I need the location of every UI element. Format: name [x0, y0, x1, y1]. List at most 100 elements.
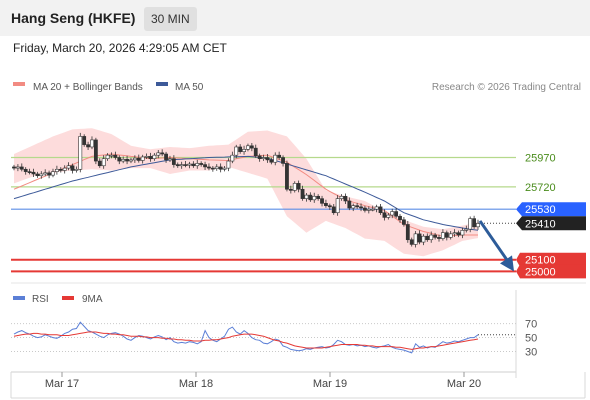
- candle-body: [226, 160, 231, 169]
- candle-body: [409, 239, 414, 245]
- candle-body: [93, 139, 98, 162]
- candle-body: [171, 158, 176, 165]
- candle-body: [113, 154, 118, 158]
- candle-body: [448, 233, 453, 238]
- candle-body: [51, 171, 55, 176]
- forecast-arrow-shaft: [478, 220, 510, 263]
- candle-body: [218, 166, 223, 170]
- candle-body: [27, 171, 32, 173]
- candle-body: [285, 163, 289, 190]
- candle-body: [230, 154, 235, 162]
- support-label: 25000: [525, 266, 556, 278]
- candle-body: [339, 195, 344, 199]
- candle-body: [214, 166, 219, 169]
- candle-body: [238, 146, 243, 152]
- candle-body: [296, 183, 301, 190]
- candle-body: [257, 155, 262, 160]
- candle-body: [444, 232, 449, 238]
- candle-body: [378, 206, 383, 214]
- candle-body: [359, 206, 363, 209]
- ma50-line: [13, 155, 479, 231]
- support-label: 25100: [525, 255, 556, 267]
- candle-body: [39, 173, 44, 177]
- timestamp: Friday, March 20, 2026 4:29:05 AM CET: [13, 41, 227, 55]
- candle-body: [246, 145, 250, 150]
- candle-body: [62, 167, 67, 171]
- header-bar: [0, 0, 590, 36]
- candle-body: [370, 208, 375, 211]
- candle-body: [90, 139, 94, 148]
- candle-body: [300, 188, 305, 199]
- ma20-legend-swatch: [13, 82, 25, 86]
- ma50-legend-label: MA 50: [175, 82, 204, 93]
- candle-body: [195, 163, 200, 167]
- candle-body: [472, 218, 477, 228]
- candle-body: [269, 159, 274, 163]
- credit-text: Research © 2026 Trading Central: [432, 82, 581, 93]
- candle-body: [66, 165, 71, 169]
- candle-body: [222, 167, 227, 170]
- candle-body: [363, 207, 367, 211]
- candle-body: [265, 157, 270, 161]
- candle-body: [117, 157, 122, 162]
- price-legend: MA 20 + Bollinger Bands MA 50 Research ©…: [13, 82, 581, 93]
- candle-body: [366, 208, 371, 211]
- candle-body: [304, 194, 309, 199]
- candle-body: [324, 203, 328, 206]
- rsi-tick-label: 30: [525, 347, 537, 359]
- candle-body: [15, 166, 20, 169]
- candle-body: [31, 171, 36, 175]
- instrument-title: Hang Seng (HKFE): [11, 10, 136, 26]
- candle-body: [312, 195, 317, 201]
- candle-body: [148, 156, 153, 160]
- candle-body: [54, 168, 59, 172]
- candle-body: [456, 232, 461, 236]
- pivot-label-box: [516, 202, 586, 217]
- candle-body: [203, 164, 207, 168]
- candle-body: [191, 163, 196, 167]
- candle-body: [132, 157, 137, 161]
- candle-body: [23, 168, 28, 172]
- candle-body: [417, 233, 422, 243]
- candle-body: [43, 172, 48, 175]
- candle-body: [441, 232, 445, 239]
- candle-body: [374, 206, 379, 210]
- rsi-legend-swatch: [13, 296, 25, 300]
- candle-body: [402, 219, 406, 225]
- forecast-arrow-head: [500, 255, 514, 272]
- candle-body: [242, 149, 246, 152]
- resistance-label: 25720: [525, 182, 556, 194]
- candle-body: [187, 163, 192, 166]
- candle-body: [394, 211, 399, 217]
- candle-body: [343, 195, 348, 202]
- candle-body: [19, 166, 24, 170]
- candle-body: [97, 160, 102, 167]
- candle-body: [207, 166, 211, 169]
- timeframe-button[interactable]: 30 MIN: [144, 7, 197, 31]
- candle-body: [109, 154, 114, 157]
- candle-body: [390, 211, 395, 216]
- ma50-legend-swatch: [156, 82, 168, 86]
- time-tick-label: Mar 20: [447, 378, 481, 390]
- candle-body: [183, 164, 188, 166]
- last-price-label: 25410: [525, 218, 556, 230]
- candle-body: [249, 145, 254, 149]
- support-label-box: [516, 264, 586, 279]
- candle-body: [460, 230, 465, 236]
- candle-body: [355, 205, 360, 208]
- candle-body: [253, 147, 258, 157]
- candle-body: [316, 195, 321, 199]
- rsi-tick-label: 70: [525, 319, 537, 331]
- ma20-legend-label: MA 20 + Bollinger Bands: [33, 82, 143, 93]
- candle-body: [234, 146, 239, 156]
- candles: [12, 132, 480, 248]
- time-tick-label: Mar 19: [313, 378, 347, 390]
- candle-body: [452, 232, 457, 235]
- candle-body: [277, 154, 282, 158]
- time-tick-label: Mar 18: [179, 378, 213, 390]
- candle-body: [398, 215, 402, 221]
- candle-body: [125, 158, 129, 162]
- candle-body: [144, 156, 149, 158]
- rsi-ma-line: [13, 331, 479, 350]
- candle-body: [433, 234, 438, 238]
